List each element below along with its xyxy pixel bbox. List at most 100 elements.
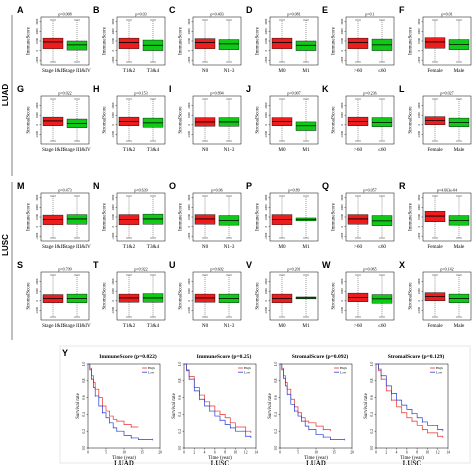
plot-frame	[422, 271, 472, 321]
y-axis-label: ImmuneScore	[256, 202, 261, 231]
km-legend-label: High	[340, 366, 347, 370]
y-tick-label: 0	[417, 49, 421, 51]
panel-letter: F	[399, 5, 405, 15]
y-tick-label: 1000	[264, 112, 268, 119]
km-x-tick-label: 2	[193, 451, 195, 455]
y-tick-label: 1000	[187, 38, 191, 45]
x-tick-label: N1-3	[224, 244, 235, 250]
km-y-tick-label: 0.8	[274, 378, 278, 383]
km-cohort-label: LUSC	[403, 460, 422, 465]
p-value-label: p=0.153	[134, 91, 147, 96]
km-x-tick-label: 4	[204, 451, 206, 455]
y-axis-label: StromalScore	[256, 106, 261, 134]
y-tick-label: 2000	[187, 278, 191, 285]
km-y-tick-label: 0.2	[370, 429, 374, 434]
row-label-group: LUSC	[1, 234, 10, 256]
km-x-tick-label: 6	[406, 451, 408, 455]
x-tick-label: ≤60	[378, 147, 386, 153]
y-tick-label: -1000	[417, 306, 421, 313]
y-tick-label: 0	[417, 225, 421, 227]
km-x-tick-label: 0	[87, 451, 89, 455]
panel-letter: X	[399, 260, 405, 270]
km-x-tick-label: 12	[244, 451, 248, 455]
y-tick-label: 3000	[417, 18, 421, 25]
plot-frame	[40, 95, 90, 145]
km-frame	[375, 363, 449, 449]
km-legend-label: Low	[436, 370, 443, 374]
km-y-axis-label: Survival rate	[76, 392, 81, 418]
panel-letter: B	[93, 5, 100, 15]
y-tick-label: 2000	[35, 28, 39, 35]
y-axis-label: ImmuneScore	[332, 26, 337, 55]
y-tick-label: 3000	[417, 194, 421, 201]
km-curve-high	[184, 363, 252, 433]
x-tick-label: Stage I&II	[42, 68, 64, 74]
p-value-label: p=0.922	[134, 267, 147, 272]
x-tick-label: Stage III&IV	[63, 68, 91, 74]
x-tick-label: >60	[354, 68, 363, 74]
y-tick-label: 0	[264, 124, 268, 126]
y-tick-label: 1000	[111, 112, 115, 119]
km-y-tick-label: 0.2	[178, 429, 182, 434]
x-tick-label: Stage I&II	[42, 323, 64, 329]
y-tick-label: 1000	[111, 38, 115, 45]
km-y-tick-label: 0.4	[82, 412, 86, 417]
km-y-axis-label: Survival rate	[172, 392, 177, 418]
y-tick-label: 2000	[111, 204, 115, 211]
y-tick-label: 3000	[35, 194, 39, 201]
y-tick-label: 1000	[35, 214, 39, 221]
y-axis-label: ImmuneScore	[409, 202, 414, 231]
p-value-label: p=0.403	[210, 12, 223, 17]
km-legend-label: High	[148, 366, 155, 370]
y-tick-label: 2000	[111, 278, 115, 285]
box-red	[118, 37, 140, 49]
x-tick-label: Female	[427, 68, 443, 74]
y-tick-label: -1000	[35, 130, 39, 137]
y-tick-label: 0	[417, 124, 421, 126]
panel-letter: Q	[322, 181, 329, 191]
x-tick-label: Stage III&IV	[63, 147, 91, 153]
panel-letter: S	[17, 260, 23, 270]
km-title: StromalScore (p=0.092)	[292, 353, 349, 360]
km-y-tick-label: 0.8	[370, 378, 374, 383]
x-tick-label: N0	[202, 244, 209, 250]
y-tick-label: 3000	[264, 18, 268, 25]
p-value-label: p=0.142	[440, 267, 453, 272]
y-tick-label: 1000	[35, 112, 39, 119]
km-x-tick-label: 10	[234, 451, 238, 455]
plot-frame	[40, 271, 90, 321]
plot-frame	[345, 95, 395, 145]
km-frame	[183, 363, 257, 449]
panel-letter: A	[17, 5, 24, 15]
panel-letter: O	[169, 181, 176, 191]
panel-letter: M	[17, 181, 25, 191]
x-tick-label: >60	[354, 147, 363, 153]
km-y-axis-label: Survival rate	[364, 392, 369, 418]
y-tick-label: 3000	[111, 18, 115, 25]
p-value-label: p=0.236	[363, 91, 376, 96]
km-y-tick-label: 0.4	[370, 412, 374, 417]
y-tick-label: 3000	[187, 18, 191, 25]
x-tick-label: M0	[278, 244, 286, 250]
km-x-tick-label: 6	[214, 451, 216, 455]
km-x-tick-label: 10	[314, 451, 318, 455]
box-red	[347, 214, 369, 225]
y-tick-label: 2000	[187, 204, 191, 211]
panel-letter: U	[169, 260, 176, 270]
km-cohort-label: LUSC	[211, 460, 230, 465]
y-tick-label: 1000	[417, 112, 421, 119]
y-tick-label: 2000	[187, 28, 191, 35]
y-tick-label: 2000	[417, 278, 421, 285]
km-legend-label: Low	[340, 370, 347, 374]
km-legend-label: High	[436, 366, 443, 370]
p-value-label: p=0.894	[210, 91, 223, 96]
y-axis-label: StromalScore	[409, 282, 414, 310]
y-tick-label: 3000	[264, 194, 268, 201]
km-x-tick-label: 0	[279, 451, 281, 455]
